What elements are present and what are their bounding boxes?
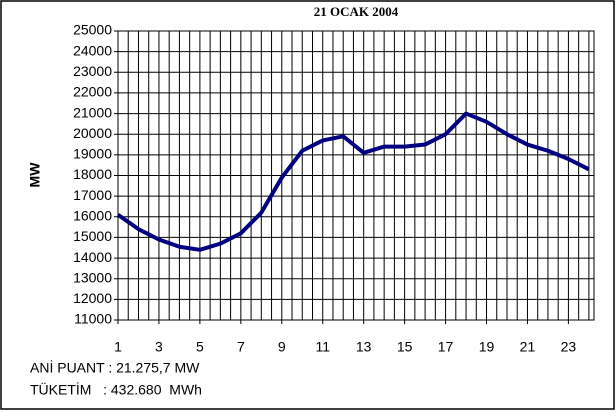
x-tick-label: 3 xyxy=(155,339,163,355)
y-tick-label: 16000 xyxy=(73,207,112,223)
y-axis-label: MW xyxy=(27,162,43,188)
y-tick-label: 24000 xyxy=(73,42,112,58)
y-tick-label: 22000 xyxy=(73,84,112,100)
x-tick-label: 23 xyxy=(561,339,577,355)
y-tick-label: 17000 xyxy=(73,187,112,203)
y-tick-label: 20000 xyxy=(73,125,112,141)
y-tick-label: 25000 xyxy=(73,22,112,38)
y-tick-label: 19000 xyxy=(73,146,112,162)
x-tick-label: 7 xyxy=(237,339,245,355)
y-tick-label: 14000 xyxy=(73,249,112,265)
x-tick-label: 11 xyxy=(315,339,330,355)
x-tick-label: 15 xyxy=(397,339,413,355)
plot-border xyxy=(117,30,595,321)
chart-title: 21 OCAK 2004 xyxy=(314,4,399,19)
y-tick-label: 13000 xyxy=(73,269,112,285)
x-tick-label: 19 xyxy=(479,339,495,355)
x-tick-label: 21 xyxy=(520,339,536,355)
y-tick-label: 18000 xyxy=(73,166,112,182)
x-tick-label: 9 xyxy=(278,339,286,355)
x-tick-label: 1 xyxy=(114,339,122,355)
x-tick-label: 5 xyxy=(196,339,204,355)
y-tick-label: 21000 xyxy=(73,104,112,120)
annotation: TÜKETİM : 432.680 MWh xyxy=(30,381,202,398)
line xyxy=(116,111,590,252)
y-tick-label: 23000 xyxy=(73,63,112,79)
y-tick-label: 11000 xyxy=(74,311,112,327)
x-tick-label: 17 xyxy=(438,339,454,355)
annotation: ANİ PUANT : 21.275,7 MW xyxy=(30,359,200,376)
x-tick-label: 13 xyxy=(356,339,372,355)
y-tick-label: 15000 xyxy=(73,228,112,244)
y-tick-label: 12000 xyxy=(73,290,112,306)
